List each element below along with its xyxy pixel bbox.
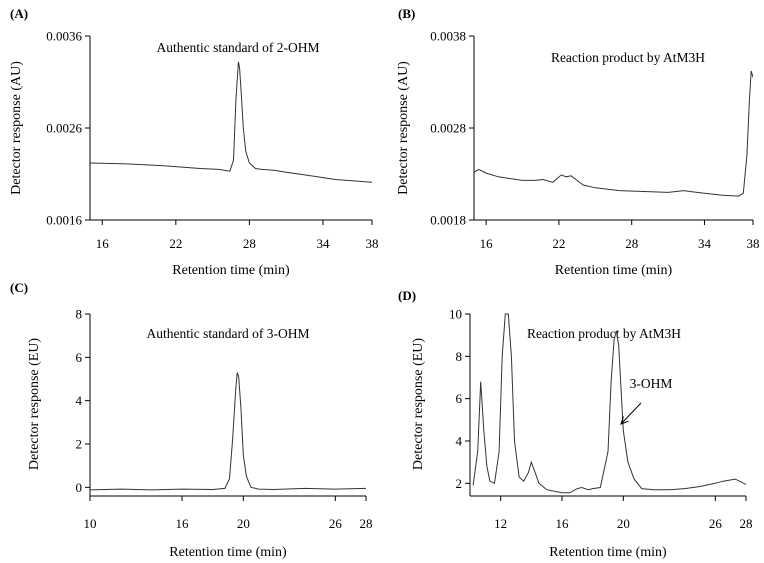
x-tick-label: 28	[625, 236, 638, 251]
y-tick-label: 0.0038	[430, 29, 466, 44]
y-tick-label: 0.0036	[46, 29, 82, 44]
x-tick-label: 22	[552, 236, 565, 251]
x-tick-label: 26	[329, 516, 343, 531]
peak-arrow-head	[620, 416, 629, 425]
x-tick-label: 28	[243, 236, 256, 251]
x-tick-label: 16	[176, 516, 190, 531]
peak-label: 3-OHM	[630, 376, 673, 391]
y-axis-label: Detector response (EU)	[27, 338, 42, 471]
panel-b: (B) 0.0018 0.0028 0.0038 16 22 28 34 38 Retention…	[396, 6, 760, 278]
panel-annotation: Authentic standard of 2-OHM	[156, 40, 319, 55]
panel-a: (A) 0.0016 0.0026 0.0036 16 22 28 34 38 Retention…	[9, 6, 379, 278]
y-tick-label: 4	[456, 433, 463, 448]
panel-label: (D)	[398, 288, 416, 303]
x-tick-label: 12	[494, 516, 507, 531]
y-tick-label: 0.0028	[430, 121, 466, 136]
y-axis-label: Detector response (AU)	[9, 61, 24, 195]
x-tick-label: 26	[709, 516, 723, 531]
peak-arrow	[620, 402, 642, 425]
x-tick-label: 22	[169, 236, 182, 251]
y-tick-label: 6	[76, 350, 83, 365]
y-tick-label: 4	[76, 393, 83, 408]
x-tick-label: 10	[84, 516, 97, 531]
x-tick-label: 38	[366, 236, 379, 251]
panel-label: (B)	[398, 6, 415, 21]
y-tick-label: 2	[456, 476, 463, 491]
y-tick-label: 0.0018	[430, 213, 466, 228]
x-tick-label: 16	[556, 516, 570, 531]
panel-annotation: Reaction product by AtM3H	[527, 326, 681, 341]
chromatogram-trace	[474, 70, 753, 197]
y-tick-label: 2	[76, 437, 83, 452]
y-tick-label: 0.0026	[46, 121, 82, 136]
x-tick-label: 16	[96, 236, 110, 251]
panel-annotation: Authentic standard of 3-OHM	[146, 326, 309, 341]
x-tick-label: 16	[480, 236, 494, 251]
y-axis-label: Detector response (AU)	[396, 61, 411, 195]
x-axis-label: Retention time (min)	[169, 545, 287, 560]
panel-label: (A)	[10, 6, 28, 21]
x-axis-label: Retention time (min)	[555, 263, 673, 278]
x-tick-label: 20	[237, 516, 250, 531]
chromatogram-trace	[90, 372, 366, 491]
x-tick-label: 20	[617, 516, 630, 531]
y-tick-label: 8	[456, 349, 463, 364]
x-axis-label: Retention time (min)	[172, 263, 290, 278]
y-tick-label: 0.0016	[46, 213, 82, 228]
x-tick-label: 38	[747, 236, 760, 251]
x-tick-label: 34	[316, 236, 330, 251]
chromatogram-trace	[472, 313, 746, 494]
y-tick-label: 10	[449, 307, 462, 322]
panel-annotation: Reaction product by AtM3H	[551, 50, 705, 65]
chromatogram-trace	[90, 61, 372, 183]
panel-label: (C)	[10, 280, 28, 295]
y-tick-label: 6	[456, 391, 463, 406]
y-tick-label: 0	[76, 480, 83, 495]
y-axis-label: Detector response (EU)	[411, 338, 426, 471]
x-tick-label: 28	[360, 516, 373, 531]
panel-c: (C) 0 2 4 6 8 10 16 20 26 28 Retention time (min) De…	[10, 280, 373, 560]
x-tick-label: 34	[698, 236, 712, 251]
x-tick-label: 28	[740, 516, 753, 531]
panel-d: (D) 2 4 6 8 10 12 16 20 26 28 Retention time (min) D…	[398, 288, 753, 560]
y-tick-label: 8	[76, 307, 83, 322]
x-axis-label: Retention time (min)	[549, 545, 667, 560]
